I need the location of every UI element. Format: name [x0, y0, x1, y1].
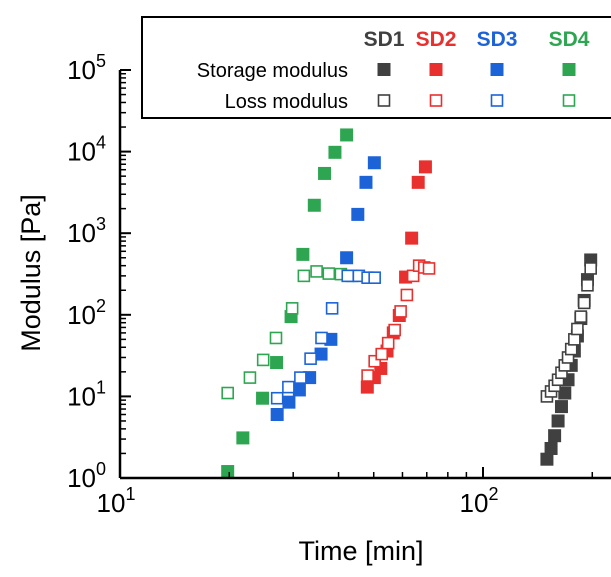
- sd4-loss-point: [256, 353, 270, 367]
- sd1-storage-point: [551, 414, 565, 428]
- sd3-storage-point: [292, 383, 306, 397]
- legend-sample-sd2: SD2: [416, 28, 457, 51]
- sd1-loss-point: [581, 278, 594, 292]
- sd2-storage-point: [418, 160, 432, 174]
- x-tick-label: 102: [460, 484, 499, 518]
- sd3-loss-point: [341, 269, 355, 283]
- x-axis-label: Time [min]: [298, 536, 423, 566]
- sd4-storage-point: [307, 198, 321, 212]
- sd4-loss-point: [221, 386, 234, 400]
- legend-loss-marker: [377, 94, 391, 107]
- sd4-loss-point: [269, 331, 283, 345]
- legend-storage-marker: [377, 63, 391, 76]
- y-tick-label: 104: [67, 133, 106, 167]
- ticks: [119, 69, 594, 479]
- y-tick-label: 102: [67, 296, 106, 330]
- sd3-storage-point: [351, 207, 365, 221]
- sd4-storage-point: [296, 247, 310, 261]
- y-tick-label: 105: [67, 51, 106, 85]
- legend-frame: [141, 16, 611, 119]
- sd3-loss-point: [282, 380, 295, 394]
- legend-loss-marker: [562, 94, 576, 107]
- sd3-loss-point: [270, 391, 284, 405]
- legend: Storage modulus Loss modulus SD1 SD2 SD3 SD…: [141, 16, 611, 119]
- sd2-loss-point: [422, 262, 436, 275]
- sd4-loss-point: [310, 265, 323, 278]
- sd4-storage-point: [256, 391, 270, 405]
- sd1-storage-point: [558, 386, 572, 400]
- sd3-storage-point: [270, 408, 284, 422]
- y-tick-label: 101: [67, 377, 106, 411]
- legend-loss-marker: [490, 94, 504, 107]
- sd1-loss-point: [568, 333, 581, 346]
- sd3-storage-point: [340, 251, 354, 265]
- legend-row-loss: Loss modulus: [225, 91, 348, 113]
- legend-sample-sd3: SD3: [477, 28, 518, 51]
- sd3-storage-point: [282, 395, 296, 409]
- legend-columns: SD1 SD2 SD3 SD4: [364, 28, 590, 107]
- sd4-storage-point: [236, 431, 250, 445]
- y-tick-label: 103: [67, 214, 106, 248]
- sd3-loss-point: [315, 331, 328, 345]
- data-marks: [221, 128, 598, 479]
- sd2-loss-point: [381, 336, 395, 350]
- sd1-storage-point: [554, 400, 568, 414]
- legend-row-storage: Storage modulus: [197, 60, 348, 82]
- legend-sample-sd4: SD4: [549, 28, 590, 51]
- sd4-loss-point: [243, 371, 257, 384]
- sd2-loss-point: [388, 323, 401, 337]
- sd2-loss-point: [368, 354, 381, 368]
- sd1-loss-point: [571, 322, 584, 336]
- sd4-storage-point: [328, 145, 342, 159]
- sd1-loss-point: [584, 262, 597, 275]
- sd4-storage-point: [318, 166, 332, 180]
- sd2-storage-point: [405, 231, 419, 245]
- sd4-loss-point: [285, 302, 299, 315]
- sd4-storage-point: [221, 465, 235, 479]
- sd3-storage-point: [359, 175, 373, 189]
- sd2-storage-point: [411, 175, 425, 189]
- y-tick-label: 100: [67, 459, 106, 493]
- sd2-loss-point: [375, 347, 389, 361]
- sd3-loss-point: [325, 302, 339, 315]
- sd2-loss-point: [400, 288, 414, 302]
- sd3-storage-point: [314, 347, 328, 361]
- sd2-loss-point: [406, 269, 420, 283]
- sd3-loss-point: [304, 352, 317, 365]
- sd2-loss-point: [361, 369, 374, 382]
- sd3-loss-point: [294, 371, 307, 384]
- sd3-storage-point: [367, 156, 381, 170]
- legend-sample-sd1: SD1: [364, 28, 405, 51]
- sd1-storage-point: [548, 429, 562, 443]
- sd1-loss-point: [574, 310, 588, 323]
- sd4-storage-point: [270, 356, 284, 370]
- y-axis-label: Modulus [Pa]: [16, 194, 46, 352]
- sd1-storage-point: [544, 441, 558, 455]
- legend-storage-marker: [562, 63, 576, 76]
- x-tick-label: 101: [97, 484, 136, 518]
- sd1-storage-point: [540, 452, 554, 466]
- legend-storage-marker: [490, 63, 504, 76]
- axes: [118, 70, 611, 480]
- sd1-loss-point: [577, 296, 591, 310]
- legend-storage-marker: [429, 63, 443, 76]
- sd3-loss-point: [368, 271, 381, 284]
- sd4-loss-point: [297, 269, 311, 283]
- sd2-loss-point: [394, 305, 407, 318]
- sd4-loss-point: [322, 267, 336, 280]
- legend-loss-marker: [429, 94, 443, 107]
- sd4-storage-point: [340, 128, 354, 142]
